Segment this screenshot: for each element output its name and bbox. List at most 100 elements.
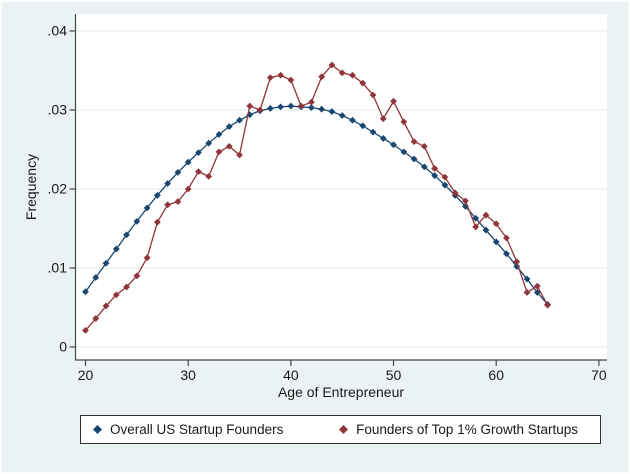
- data-point: [123, 231, 130, 239]
- data-point: [431, 165, 439, 172]
- legend-item-top1pct: Founders of Top 1% Growth Startups: [339, 422, 578, 437]
- data-point: [328, 61, 336, 69]
- x-tick-label: 70: [591, 367, 607, 383]
- data-point: [82, 288, 89, 296]
- data-point: [492, 220, 500, 228]
- data-point: [328, 108, 336, 115]
- data-point: [143, 204, 151, 212]
- y-tick-label: .02: [48, 181, 68, 197]
- data-point: [102, 259, 110, 267]
- data-point: [523, 289, 531, 296]
- legend-item-overall: Overall US Startup Founders: [93, 422, 283, 437]
- data-point: [503, 234, 510, 242]
- data-point: [410, 155, 418, 163]
- data-point: [492, 238, 500, 246]
- data-point: [503, 250, 510, 258]
- data-point: [451, 189, 459, 197]
- data-point: [441, 181, 449, 189]
- y-tick-label: .01: [48, 260, 68, 276]
- data-point: [236, 151, 243, 159]
- data-point: [338, 112, 346, 119]
- series-line-1: [85, 64, 549, 331]
- data-point: [153, 218, 161, 226]
- data-point: [318, 73, 326, 81]
- data-point: [482, 226, 490, 234]
- data-point: [359, 122, 367, 130]
- data-point: [533, 282, 541, 290]
- data-point: [349, 71, 356, 79]
- data-point: [523, 275, 531, 283]
- data-point: [369, 128, 377, 136]
- plot-area: [75, 14, 607, 360]
- data-point: [112, 291, 120, 299]
- data-point: [256, 106, 264, 114]
- data-point: [143, 254, 151, 262]
- data-point: [318, 105, 326, 113]
- data-point: [533, 289, 541, 296]
- data-point: [287, 102, 295, 110]
- data-point: [349, 116, 356, 124]
- data-point: [277, 71, 284, 79]
- data-point: [431, 172, 439, 179]
- y-tick-label: 0: [59, 339, 67, 355]
- data-point: [246, 102, 254, 110]
- data-point: [513, 258, 521, 266]
- data-point: [338, 69, 346, 77]
- data-point: [462, 197, 469, 205]
- blue-diamond-icon: [93, 425, 102, 434]
- data-point: [123, 283, 130, 291]
- data-point: [153, 191, 161, 199]
- y-tick-label: .03: [48, 102, 68, 118]
- data-point: [225, 142, 233, 150]
- x-tick-label: 30: [180, 367, 196, 383]
- data-point: [441, 173, 449, 181]
- data-point: [205, 172, 213, 180]
- data-point: [164, 201, 172, 209]
- data-point: [82, 327, 89, 334]
- data-point: [195, 149, 202, 157]
- data-point: [266, 105, 274, 112]
- data-point: [307, 98, 315, 106]
- legend-label-top1pct: Founders of Top 1% Growth Startups: [356, 422, 578, 437]
- data-point: [472, 223, 480, 231]
- data-point: [544, 301, 551, 309]
- data-point: [92, 315, 100, 322]
- data-point: [400, 118, 408, 126]
- data-point: [174, 169, 182, 176]
- data-point: [379, 135, 387, 142]
- data-point: [266, 74, 274, 82]
- data-point: [236, 116, 243, 124]
- data-point: [112, 245, 120, 253]
- red-diamond-icon: [339, 425, 349, 434]
- data-point: [390, 97, 397, 105]
- data-point: [102, 302, 110, 310]
- data-point: [215, 131, 223, 138]
- data-point: [307, 104, 315, 112]
- x-tick-label: 20: [78, 367, 94, 383]
- data-point: [184, 185, 192, 193]
- legend: Overall US Startup Founders Founders of …: [80, 415, 601, 444]
- data-point: [472, 214, 480, 222]
- data-point: [174, 198, 182, 206]
- data-point: [410, 138, 418, 145]
- y-tick-label: .04: [48, 23, 68, 39]
- data-point: [379, 115, 387, 123]
- data-point: [225, 123, 233, 130]
- data-point: [390, 141, 397, 149]
- legend-label-overall: Overall US Startup Founders: [110, 422, 284, 437]
- data-point: [184, 158, 192, 166]
- data-point: [420, 163, 428, 171]
- data-point: [195, 168, 202, 176]
- data-point: [215, 148, 223, 156]
- data-point: [205, 139, 213, 147]
- x-axis-title: Age of Entrepreneur: [277, 384, 405, 400]
- data-point: [287, 76, 295, 84]
- y-axis-title: Frequency: [23, 153, 39, 221]
- x-tick-label: 40: [283, 367, 299, 383]
- data-point: [369, 91, 377, 99]
- data-point: [246, 111, 254, 119]
- data-point: [133, 272, 141, 280]
- x-tick-label: 50: [386, 367, 402, 383]
